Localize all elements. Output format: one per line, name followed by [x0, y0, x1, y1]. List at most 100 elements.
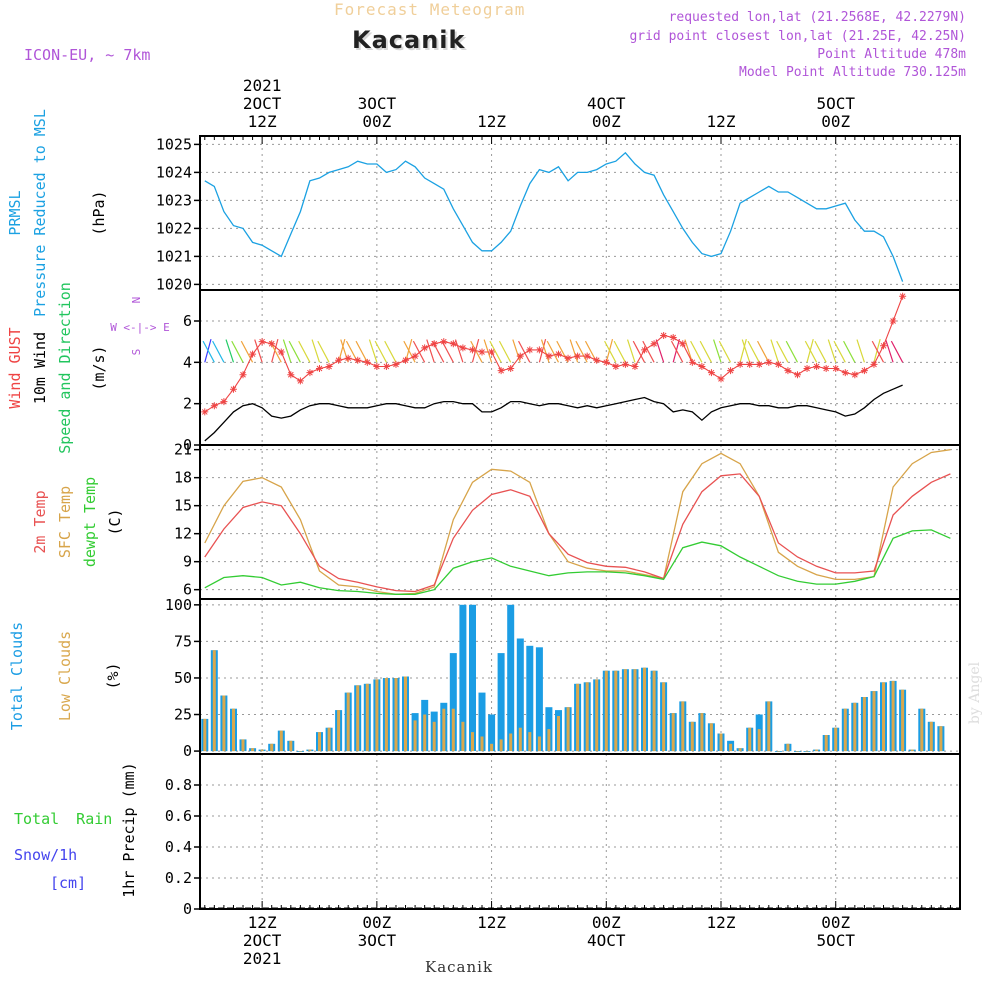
wind-gust-marker [564, 354, 572, 362]
total-cloud-bar [469, 604, 476, 751]
wind-direction-arrow [470, 340, 483, 363]
wind-direction-arrow [718, 340, 732, 363]
location-title: Kacanik [352, 26, 466, 54]
low-cloud-bar [843, 708, 847, 752]
low-cloud-bar [910, 749, 914, 752]
low-cloud-bar [356, 685, 360, 752]
low-cloud-bar [834, 727, 838, 752]
wind-direction-arrow [231, 340, 244, 363]
low-cloud-bar [643, 667, 646, 751]
wind-gust-marker [593, 356, 601, 364]
wind-direction-arrow [518, 340, 531, 363]
pressure-tick-label: 1021 [156, 247, 192, 265]
low-cloud-bar [815, 749, 819, 752]
low-cloud-bar [270, 743, 274, 752]
wind-direction-arrow [739, 338, 747, 363]
low-cloud-bar [662, 682, 666, 751]
wind-direction-arrow [785, 340, 799, 363]
total-cloud-bar [516, 638, 524, 752]
low-cloud-bar [614, 670, 618, 752]
low-cloud-bar [528, 732, 532, 752]
total-cloud-bar [459, 604, 467, 751]
wind-gust-marker [841, 369, 849, 377]
pressure-tick-label: 1023 [156, 191, 192, 209]
pressure-tick-label: 1020 [156, 275, 192, 293]
total-cloud-bar [478, 692, 486, 752]
precip-tick-label: 0.4 [165, 838, 192, 856]
low-cloud-bar [681, 701, 685, 752]
wind-direction-arrow [368, 339, 378, 363]
wind-gust-marker [344, 354, 352, 362]
low-cloud-bar [719, 733, 723, 751]
low-cloud-bar [604, 670, 608, 752]
model-name: ICON-EU, ~ 7km [24, 46, 151, 64]
precip-label-rain: Total Rain [14, 810, 113, 828]
wind-direction-arrow [626, 339, 636, 363]
wind-direction-arrow [288, 340, 301, 363]
temp-tick-label: 15 [174, 497, 192, 515]
wind-direction-arrow [642, 340, 655, 363]
wind-direction-arrow [556, 340, 569, 363]
wind-gust-marker [382, 362, 390, 370]
low-cloud-bar [767, 701, 771, 752]
wind-gust-marker [765, 358, 773, 366]
wind-gust-marker [889, 317, 897, 325]
wind-gust-marker [717, 375, 725, 383]
wind-direction-arrow [613, 340, 626, 363]
low-cloud-bar [451, 708, 455, 752]
low-cloud-bar [585, 682, 589, 751]
wind-gust-marker [258, 338, 266, 346]
wind-gust-marker [497, 367, 505, 375]
wind-gust-marker [210, 402, 218, 410]
wind-direction-arrow [282, 339, 292, 363]
wind-direction-arrow [311, 339, 321, 363]
top-time-label: 12Z [248, 112, 277, 131]
wind-direction-arrow [890, 340, 904, 363]
wind-gust-marker [631, 362, 639, 370]
low-cloud-bar [566, 707, 570, 752]
bottom-time-label: 00Z [362, 913, 391, 932]
wind-direction-arrow [546, 340, 560, 363]
low-cloud-bar [442, 708, 446, 752]
wind-direction-arrow [914, 340, 921, 363]
wind-direction-arrow [202, 340, 215, 363]
wind-direction-arrow [374, 340, 387, 363]
wind-gust-marker [315, 365, 323, 373]
wind-gust-marker [698, 362, 706, 370]
low-cloud-bar [557, 716, 560, 752]
top-time-label: 2OCT [243, 94, 282, 113]
wind-direction-arrow [212, 340, 225, 363]
wind-gust-marker [430, 340, 438, 348]
wind-gust-marker [249, 350, 257, 358]
low-cloud-bar [346, 692, 350, 752]
wind-direction-arrow [843, 340, 856, 363]
low-cloud-bar [776, 751, 780, 752]
requested-coordinates: requested lon,lat (21.2568E, 42.2279N) [668, 10, 966, 25]
wind-gust-marker [784, 367, 792, 375]
total-cloud-bar [449, 653, 457, 752]
wind-gust-marker [478, 348, 486, 356]
low-cloud-bar [824, 735, 828, 752]
wind-gust-marker [440, 338, 448, 346]
wind-gust-marker [229, 385, 237, 393]
low-cloud-bar [222, 695, 226, 752]
wind-10m-line [204, 384, 903, 442]
low-cloud-bar [709, 723, 713, 752]
wind-direction-arrow [901, 341, 912, 362]
wind-direction-arrow [814, 340, 827, 363]
wind-gust-marker [363, 358, 371, 366]
low-cloud-bar [920, 708, 924, 752]
wind-gust-marker [621, 360, 629, 368]
panel-frame [199, 444, 961, 600]
wind-direction-arrow [833, 340, 846, 363]
wind-gust-marker [507, 365, 515, 373]
wind-gust-marker [822, 365, 830, 373]
wind-gust-marker [449, 340, 457, 348]
low-cloud-bar [279, 730, 283, 752]
wind-gust-marker [488, 348, 496, 356]
wind-gust-marker [660, 331, 668, 339]
panel-frame [199, 753, 961, 910]
wind-gust-marker [602, 358, 610, 366]
panel-frame [199, 289, 961, 446]
low-cloud-bar [480, 736, 484, 752]
